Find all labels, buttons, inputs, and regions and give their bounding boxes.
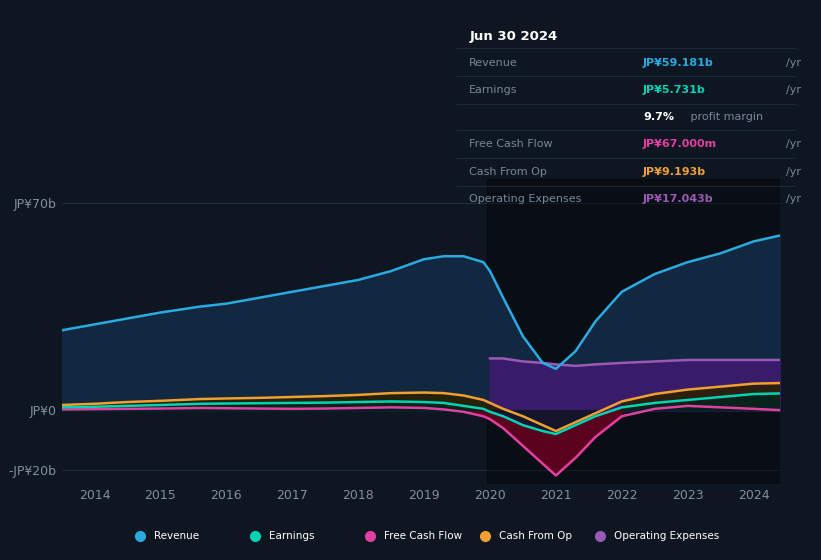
Bar	[487, 179, 783, 484]
Text: JP¥5.731b: JP¥5.731b	[643, 85, 706, 95]
Text: Operating Expenses: Operating Expenses	[614, 531, 719, 541]
Text: /yr: /yr	[787, 139, 801, 150]
Text: Earnings: Earnings	[470, 85, 518, 95]
Text: Revenue: Revenue	[154, 531, 199, 541]
Text: Free Cash Flow: Free Cash Flow	[384, 531, 462, 541]
Text: profit margin: profit margin	[687, 112, 764, 122]
Text: Free Cash Flow: Free Cash Flow	[470, 139, 553, 150]
Text: Cash From Op: Cash From Op	[470, 166, 547, 176]
Text: /yr: /yr	[787, 58, 801, 68]
Text: JP¥17.043b: JP¥17.043b	[643, 194, 713, 204]
Text: 9.7%: 9.7%	[643, 112, 674, 122]
Text: /yr: /yr	[787, 85, 801, 95]
Text: Operating Expenses: Operating Expenses	[470, 194, 581, 204]
Text: Cash From Op: Cash From Op	[499, 531, 571, 541]
Text: /yr: /yr	[787, 166, 801, 176]
Text: JP¥59.181b: JP¥59.181b	[643, 58, 713, 68]
Text: JP¥9.193b: JP¥9.193b	[643, 166, 706, 176]
Text: Revenue: Revenue	[470, 58, 518, 68]
Text: JP¥67.000m: JP¥67.000m	[643, 139, 718, 150]
Text: Earnings: Earnings	[268, 531, 314, 541]
Text: Jun 30 2024: Jun 30 2024	[470, 30, 557, 43]
Text: /yr: /yr	[787, 194, 801, 204]
